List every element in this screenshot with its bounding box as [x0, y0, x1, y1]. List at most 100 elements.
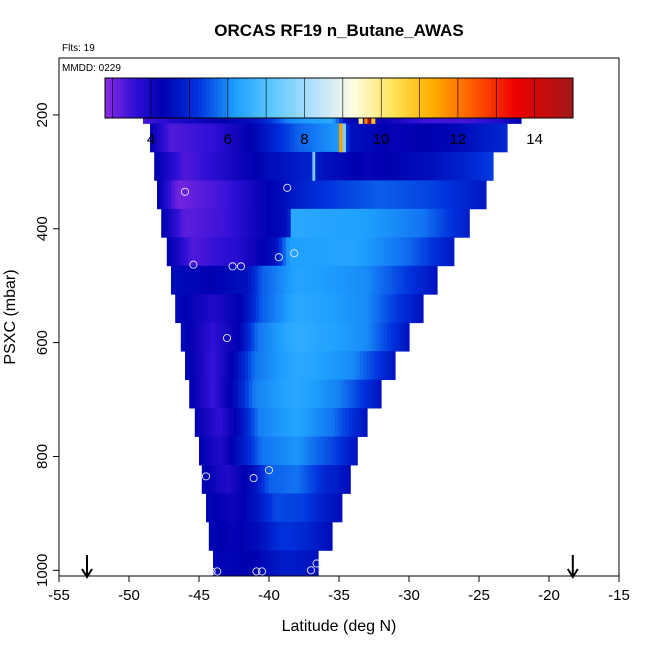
heatmap-cell [255, 265, 260, 295]
colorbar-swatch [424, 78, 430, 118]
heatmap-cell [468, 123, 473, 153]
heatmap-cell [355, 408, 360, 437]
colorbar-swatch [307, 78, 313, 118]
heatmap-cell [282, 322, 287, 352]
heatmap-cell [468, 180, 473, 210]
heatmap-cell [304, 351, 309, 381]
heatmap-cell [276, 436, 281, 466]
heatmap-cell [322, 151, 327, 181]
heatmap-cell [255, 151, 260, 181]
heatmap-cell [213, 550, 218, 576]
heatmap-cell [217, 379, 222, 409]
heatmap-cell [290, 208, 295, 238]
heatmap-cell [307, 123, 312, 153]
heatmap-cell [259, 208, 264, 238]
heatmap-cell [174, 180, 179, 210]
heatmap-cell [234, 493, 239, 523]
heatmap-cell [237, 436, 242, 466]
heatmap-cell [304, 294, 309, 324]
colorbar-swatch [362, 78, 367, 118]
heatmap-cell [329, 151, 334, 181]
heatmap-cell [248, 208, 253, 238]
heatmap-cell [264, 322, 269, 352]
heatmap-cell [325, 180, 330, 210]
heatmap-cell [465, 123, 470, 153]
heatmap-cell [206, 123, 211, 153]
heatmap-cell [307, 180, 312, 210]
heatmap-cell [205, 237, 210, 267]
heatmap-cell [357, 379, 362, 409]
heatmap-cell [360, 208, 365, 238]
heatmap-cell [236, 237, 241, 267]
heatmap-cell [196, 379, 201, 409]
heatmap-cell [297, 151, 302, 181]
x-tick-label: -15 [608, 587, 630, 604]
heatmap-cell [234, 379, 239, 409]
heatmap-cell [251, 265, 256, 295]
heatmap-cell [304, 151, 309, 181]
heatmap-cell [247, 408, 252, 437]
heatmap-cell [367, 351, 372, 381]
heatmap-cell [385, 208, 390, 238]
heatmap-cell [262, 493, 267, 523]
heatmap-cell [374, 265, 379, 295]
heatmap-cell [223, 265, 228, 295]
heatmap-cell [335, 180, 340, 210]
colorbar-swatch [346, 78, 352, 118]
heatmap-cell [391, 123, 396, 153]
colorbar-swatch [401, 78, 406, 118]
heatmap-cell [409, 123, 414, 153]
heatmap-cell [404, 322, 409, 352]
heatmap-cell [206, 351, 211, 381]
heatmap-cell [226, 465, 231, 494]
heatmap-cell [405, 180, 410, 210]
heatmap-cell [153, 123, 158, 153]
sample-point [306, 566, 316, 575]
heatmap-cell [236, 408, 241, 437]
heatmap-cell [292, 521, 297, 551]
heatmap-cell [385, 294, 390, 324]
heatmap-cell [320, 465, 325, 494]
heatmap-cell [199, 294, 204, 324]
heatmap-cell [199, 208, 204, 238]
heatmap-cell [255, 550, 260, 576]
heatmap-cell [381, 294, 386, 324]
heatmap-cell [346, 294, 351, 324]
heatmap-cell [240, 322, 245, 352]
heatmap-cell [332, 265, 337, 295]
heatmap-cell [321, 123, 326, 153]
heatmap-cell [255, 436, 260, 466]
heatmap-cell [420, 294, 424, 324]
colorbar-swatch [420, 78, 426, 118]
heatmap-cell [195, 265, 200, 295]
heatmap-cell [422, 237, 427, 267]
heatmap-cell [296, 408, 301, 437]
heatmap-cell [335, 351, 340, 381]
heatmap-cell [258, 180, 263, 210]
x-tick-label: -40 [258, 587, 280, 604]
heatmap-cell [325, 379, 330, 409]
heatmap-band [185, 351, 396, 381]
heatmap-cell [320, 521, 325, 551]
heatmap-cell [266, 208, 271, 238]
heatmap-cell [229, 465, 234, 494]
y-tick-label: 200 [34, 102, 51, 127]
colorbar-swatch [237, 78, 242, 118]
heatmap-cell [290, 436, 295, 466]
heatmap-cell [293, 550, 298, 576]
x-tick-label: -30 [398, 587, 420, 604]
sample-point [312, 559, 321, 568]
heatmap-cell [366, 322, 371, 352]
heatmap-cell [293, 180, 298, 210]
chart-title: ORCAS RF19 n_Butane_AWAS [214, 21, 463, 40]
heatmap-cell [320, 322, 325, 352]
heatmap-cell [325, 265, 330, 295]
heatmap-cell [276, 151, 281, 181]
heatmap-cell [196, 151, 201, 181]
heatmap-cell [384, 265, 389, 295]
heatmap-cell [237, 493, 242, 523]
colorbar-swatch [225, 78, 231, 118]
heatmap-cell [391, 265, 396, 295]
sample-point [257, 567, 267, 576]
heatmap-cell [314, 265, 319, 295]
